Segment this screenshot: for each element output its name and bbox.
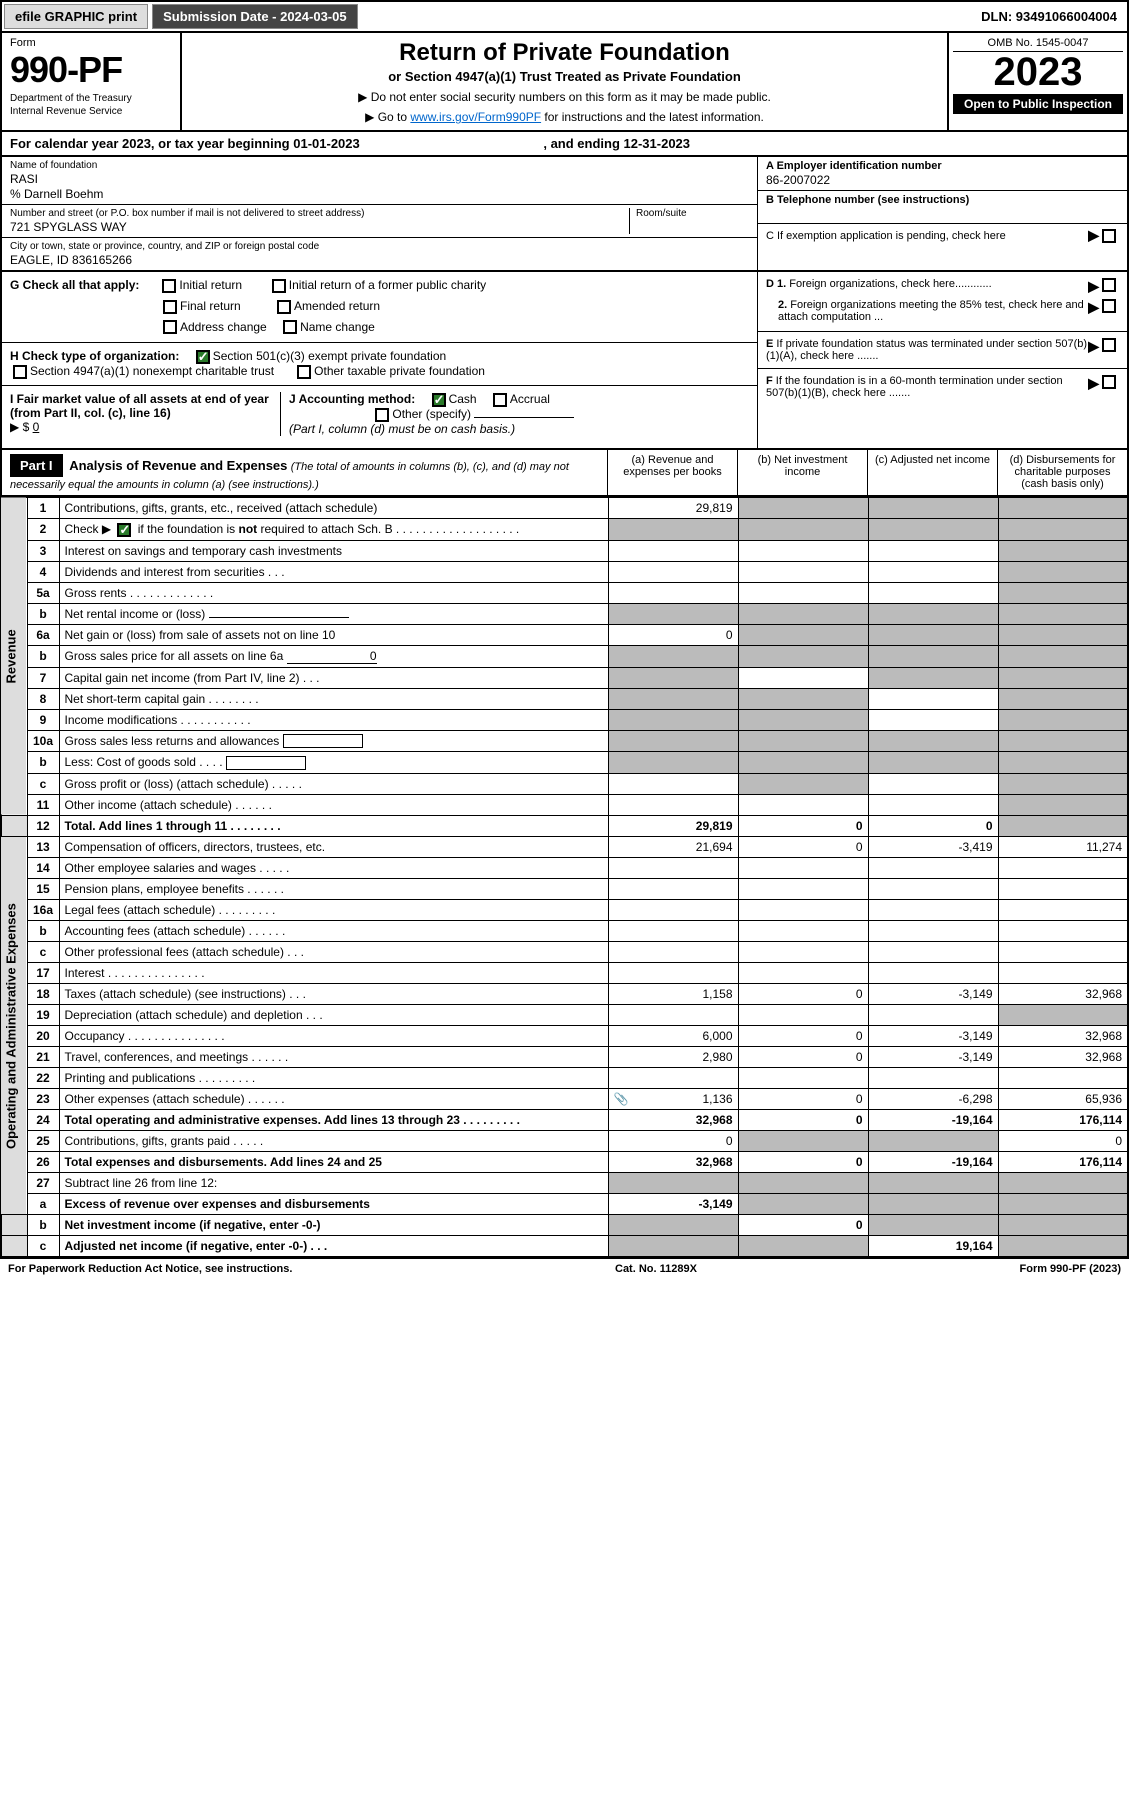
d2-label: Foreign organizations meeting the 85% te… xyxy=(778,299,1084,323)
addr-label: Number and street (or P.O. box number if… xyxy=(10,208,629,219)
revenue-sidebar: Revenue xyxy=(1,497,27,815)
page-footer: For Paperwork Reduction Act Notice, see … xyxy=(0,1258,1129,1279)
ein-label: A Employer identification number xyxy=(766,160,942,172)
form-note1: ▶ Do not enter social security numbers o… xyxy=(192,90,937,104)
section-g-h-block: G Check all that apply: Initial return I… xyxy=(0,272,1129,450)
d2-checkbox[interactable] xyxy=(1102,299,1116,313)
paperwork-notice: For Paperwork Reduction Act Notice, see … xyxy=(8,1263,292,1275)
f-label: If the foundation is in a 60-month termi… xyxy=(766,375,1063,399)
city-label: City or town, state or province, country… xyxy=(10,241,749,252)
topbar: efile GRAPHIC print Submission Date - 20… xyxy=(0,0,1129,33)
exemption-checkbox[interactable] xyxy=(1102,229,1116,243)
cash-basis-note: (Part I, column (d) must be on cash basi… xyxy=(289,422,515,436)
amended-checkbox[interactable] xyxy=(277,300,291,314)
calendar-year-row: For calendar year 2023, or tax year begi… xyxy=(0,132,1129,157)
part1-badge: Part I xyxy=(10,454,63,477)
expenses-sidebar: Operating and Administrative Expenses xyxy=(1,837,27,1215)
part1-header-row: Part I Analysis of Revenue and Expenses … xyxy=(0,450,1129,497)
h-label: H Check type of organization: xyxy=(10,349,179,363)
form-subtitle: or Section 4947(a)(1) Trust Treated as P… xyxy=(192,69,937,84)
address-change-checkbox[interactable] xyxy=(163,320,177,334)
form-number: 990-PF xyxy=(10,49,172,91)
e-label: If private foundation status was termina… xyxy=(766,338,1087,362)
col-a-header: (a) Revenue and expenses per books xyxy=(607,450,737,495)
other-method-checkbox[interactable] xyxy=(375,408,389,422)
irs-label: Internal Revenue Service xyxy=(10,106,172,117)
foundation-name: RASI xyxy=(10,172,749,186)
efile-button[interactable]: efile GRAPHIC print xyxy=(4,4,148,29)
part1-title: Analysis of Revenue and Expenses xyxy=(69,458,287,473)
phone-label: B Telephone number (see instructions) xyxy=(766,194,969,206)
name-label: Name of foundation xyxy=(10,160,749,171)
room-label: Room/suite xyxy=(636,208,749,219)
col-c-header: (c) Adjusted net income xyxy=(867,450,997,495)
form990pf-link[interactable]: www.irs.gov/Form990PF xyxy=(410,110,541,124)
care-of: % Darnell Boehm xyxy=(10,187,749,201)
exemption-pending-label: C If exemption application is pending, c… xyxy=(766,230,1088,242)
fmv-label: I Fair market value of all assets at end… xyxy=(10,392,269,420)
d1-label: Foreign organizations, check here.......… xyxy=(789,278,991,290)
form-header: Form 990-PF Department of the Treasury I… xyxy=(0,33,1129,132)
dept-label: Department of the Treasury xyxy=(10,93,172,104)
accounting-label: J Accounting method: xyxy=(289,392,415,406)
form-ref: Form 990-PF (2023) xyxy=(1020,1263,1121,1275)
part1-table: Revenue 1Contributions, gifts, grants, e… xyxy=(0,497,1129,1258)
initial-return-checkbox[interactable] xyxy=(162,279,176,293)
4947-checkbox[interactable] xyxy=(13,365,27,379)
fmv-value: 0 xyxy=(33,420,153,434)
submission-date: Submission Date - 2024-03-05 xyxy=(152,4,358,29)
attachment-icon[interactable]: 📎 xyxy=(614,1092,629,1106)
final-return-checkbox[interactable] xyxy=(163,300,177,314)
entity-info: Name of foundation RASI % Darnell Boehm … xyxy=(0,157,1129,272)
tax-year: 2023 xyxy=(953,52,1123,92)
g-label: G Check all that apply: xyxy=(10,278,139,292)
col-b-header: (b) Net investment income xyxy=(737,450,867,495)
city-state-zip: EAGLE, ID 836165266 xyxy=(10,253,749,267)
cat-no: Cat. No. 11289X xyxy=(615,1263,697,1275)
other-taxable-checkbox[interactable] xyxy=(297,365,311,379)
note2-prefix: ▶ Go to xyxy=(365,110,410,124)
open-public: Open to Public Inspection xyxy=(953,94,1123,114)
initial-former-checkbox[interactable] xyxy=(272,279,286,293)
f-checkbox[interactable] xyxy=(1102,375,1116,389)
schb-checkbox[interactable] xyxy=(117,523,131,537)
note2-suffix: for instructions and the latest informat… xyxy=(541,110,764,124)
cash-checkbox[interactable] xyxy=(432,393,446,407)
street-address: 721 SPYGLASS WAY xyxy=(10,220,629,234)
form-title: Return of Private Foundation xyxy=(192,39,937,67)
dln-label: DLN: 93491066004004 xyxy=(973,5,1125,28)
ein-value: 86-2007022 xyxy=(766,173,1119,187)
name-change-checkbox[interactable] xyxy=(283,320,297,334)
501c3-checkbox[interactable] xyxy=(196,350,210,364)
col-d-header: (d) Disbursements for charitable purpose… xyxy=(997,450,1127,495)
e-checkbox[interactable] xyxy=(1102,338,1116,352)
form-label: Form xyxy=(10,37,172,49)
d1-checkbox[interactable] xyxy=(1102,278,1116,292)
accrual-checkbox[interactable] xyxy=(493,393,507,407)
